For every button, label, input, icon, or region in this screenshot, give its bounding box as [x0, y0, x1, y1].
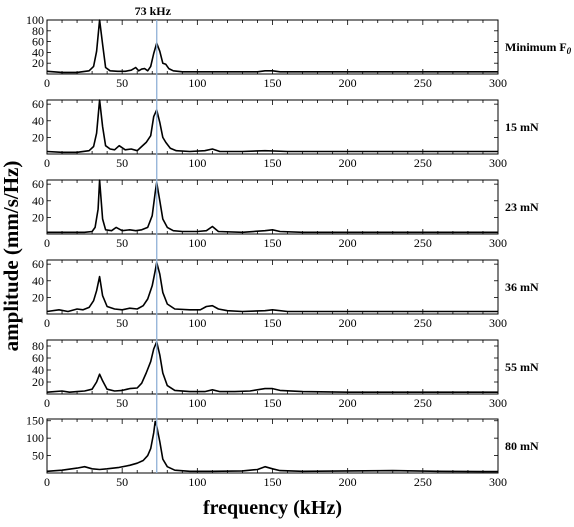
x-tick-label: 0	[44, 396, 50, 410]
panel-frame	[46, 99, 499, 155]
series-line	[46, 19, 498, 74]
x-tick-label: 50	[116, 156, 128, 170]
x-tick-label: 300	[489, 475, 507, 489]
y-tick-label: 20	[32, 210, 44, 224]
x-axis-title: frequency (kHz)	[203, 497, 342, 519]
panel-label: Minimum F0	[505, 40, 572, 56]
panel-2: 0 50 100 150 200 250 300 20 40 60 15 mN	[32, 97, 539, 170]
x-tick-label: 200	[339, 396, 357, 410]
x-tick-label: 0	[44, 236, 50, 250]
x-tick-label: 100	[188, 475, 206, 489]
x-tick-label: 300	[489, 156, 507, 170]
x-tick-label: 150	[264, 316, 282, 330]
panel-label: 36 mN	[505, 280, 539, 294]
x-tick-label: 300	[489, 236, 507, 250]
x-tick-label: 200	[339, 236, 357, 250]
series-line	[47, 179, 498, 234]
x-tick-label: 100	[188, 156, 206, 170]
panel-label: 15 mN	[505, 120, 539, 134]
x-tick-label: 100	[188, 396, 206, 410]
y-tick-label: 60	[32, 97, 44, 111]
series-line	[46, 341, 498, 393]
x-tick-label: 150	[264, 396, 282, 410]
x-tick-label: 0	[44, 76, 50, 90]
y-tick-label: 40	[32, 194, 44, 208]
x-tick-label: 0	[44, 156, 50, 170]
x-tick-label: 200	[339, 316, 357, 330]
x-tick-label: 0	[44, 316, 50, 330]
y-tick-label: 80	[32, 339, 44, 353]
series-line	[46, 261, 498, 313]
y-tick-label: 40	[32, 363, 44, 377]
panel-label: 23 mN	[505, 200, 539, 214]
x-tick-label: 250	[414, 76, 432, 90]
x-tick-label: 50	[116, 236, 128, 250]
y-tick-label: 60	[32, 177, 44, 191]
x-tick-label: 150	[264, 156, 282, 170]
y-tick-label: 40	[32, 45, 44, 59]
panel-frame	[46, 418, 499, 474]
x-tick-label: 200	[339, 156, 357, 170]
x-tick-label: 50	[116, 396, 128, 410]
y-axis-title: amplitude (mm/s/Hz)	[0, 161, 23, 352]
y-tick-label: 150	[26, 414, 44, 428]
x-tick-label: 150	[264, 475, 282, 489]
panel-3: 0 50 100 150 200 250 300 20 40 60 23 mN	[32, 177, 539, 250]
annotation-73khz: 73 kHz	[135, 4, 172, 18]
y-tick-label: 40	[32, 114, 44, 128]
overlay-group: 73 kHz frequency (kHz) amplitude (mm/s/H…	[0, 4, 342, 519]
x-tick-label: 300	[489, 76, 507, 90]
x-tick-label: 50	[116, 76, 128, 90]
y-tick-label: 60	[32, 257, 44, 271]
x-tick-label: 200	[339, 475, 357, 489]
x-tick-label: 250	[414, 156, 432, 170]
y-tick-label: 20	[32, 56, 44, 70]
panel-label: 55 mN	[505, 360, 539, 374]
x-tick-label: 300	[489, 396, 507, 410]
x-tick-label: 250	[414, 475, 432, 489]
series-line	[46, 99, 498, 154]
x-tick-label: 250	[414, 316, 432, 330]
x-tick-label: 100	[188, 76, 206, 90]
x-tick-label: 50	[116, 475, 128, 489]
x-tick-label: 150	[264, 76, 282, 90]
panel-frame	[46, 259, 499, 315]
y-tick-label: 100	[26, 13, 44, 27]
x-tick-label: 150	[264, 236, 282, 250]
x-tick-label: 50	[116, 316, 128, 330]
series-line	[46, 420, 498, 473]
x-tick-label: 100	[188, 316, 206, 330]
x-tick-label: 300	[489, 316, 507, 330]
y-tick-label: 60	[32, 35, 44, 49]
x-tick-label: 0	[44, 475, 50, 489]
y-tick-label: 50	[32, 449, 44, 463]
panel-label-subscript: 0	[567, 46, 572, 56]
panel-frame	[46, 19, 499, 75]
panel-frame	[46, 179, 499, 235]
x-tick-label: 250	[414, 396, 432, 410]
y-tick-label: 40	[32, 274, 44, 288]
x-tick-label: 100	[188, 236, 206, 250]
panel-frame	[46, 339, 499, 395]
panel-label: 80 mN	[505, 439, 539, 453]
y-tick-label: 80	[32, 24, 44, 38]
panel-4: 0 50 100 150 200 250 300 20 40 60 36 mN	[32, 257, 539, 330]
y-tick-label: 20	[32, 290, 44, 304]
y-tick-label: 20	[32, 130, 44, 144]
x-tick-label: 250	[414, 236, 432, 250]
y-tick-label: 100	[26, 431, 44, 445]
x-tick-label: 200	[339, 76, 357, 90]
y-tick-label: 20	[32, 375, 44, 389]
y-tick-label: 60	[32, 351, 44, 365]
